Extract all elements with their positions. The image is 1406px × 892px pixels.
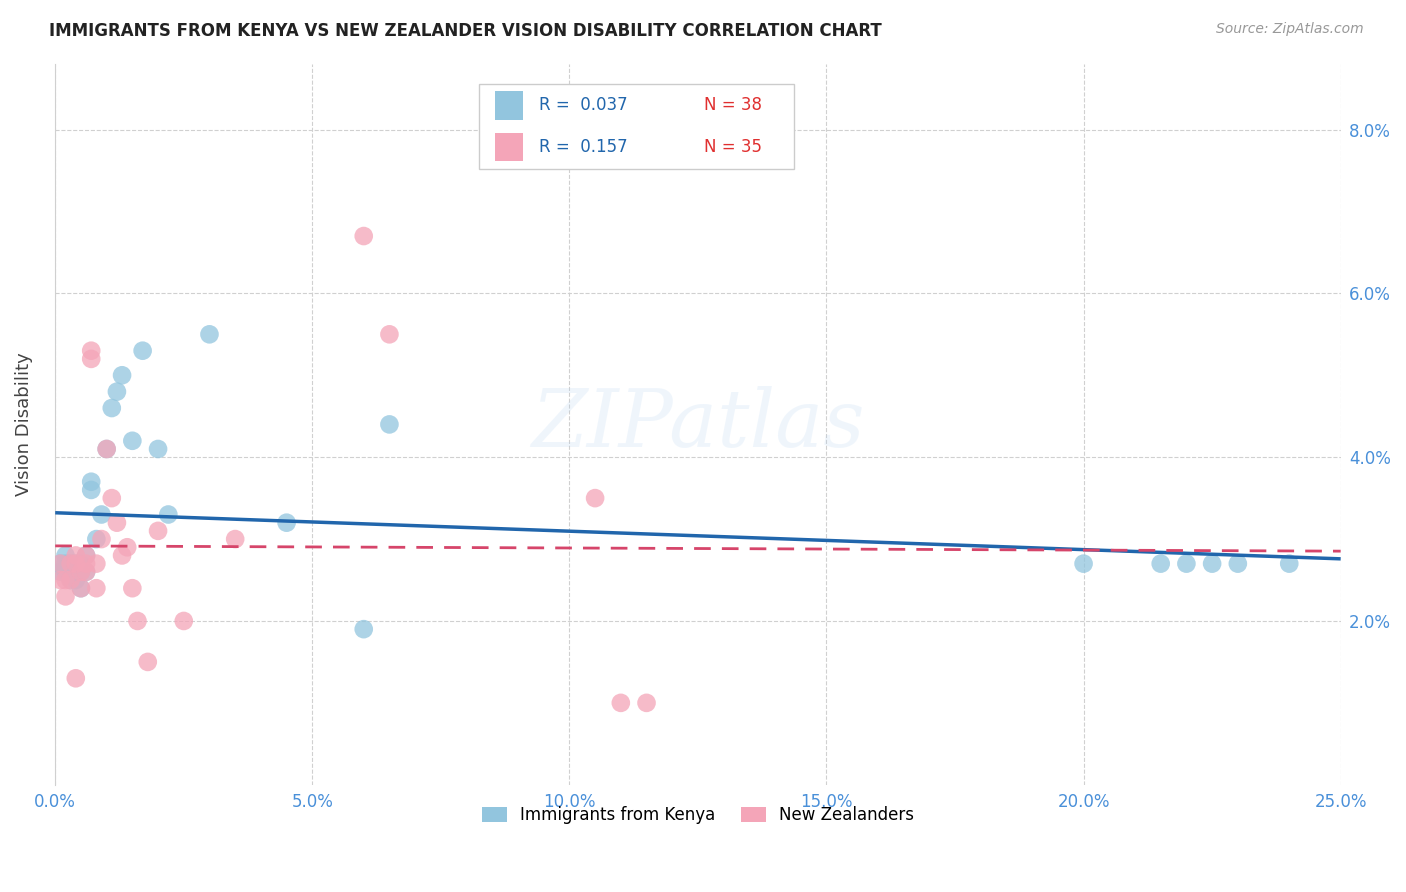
- Point: [80, 343, 103, 358]
- Text: R =  0.157: R = 0.157: [538, 138, 627, 156]
- Point: [70, 581, 93, 595]
- Point: [70, 565, 93, 579]
- Point: [610, 696, 633, 710]
- Point: [70, 557, 93, 571]
- Point: [105, 516, 128, 530]
- Point: [70, 565, 93, 579]
- Point: [75, 549, 97, 563]
- Point: [65, 565, 87, 579]
- Point: [75, 565, 97, 579]
- Point: [101, 401, 124, 415]
- Point: [49, 557, 72, 571]
- Point: [55, 557, 77, 571]
- Point: [80, 475, 103, 489]
- Text: N = 38: N = 38: [704, 96, 762, 114]
- Point: [1150, 557, 1173, 571]
- Y-axis label: Vision Disability: Vision Disability: [15, 352, 32, 496]
- Point: [111, 368, 134, 383]
- Text: ZIPatlas: ZIPatlas: [531, 385, 865, 463]
- Point: [49, 573, 72, 587]
- Point: [353, 622, 375, 636]
- Point: [90, 508, 112, 522]
- Point: [105, 384, 128, 399]
- Point: [378, 327, 401, 342]
- Point: [65, 557, 87, 571]
- Point: [111, 549, 134, 563]
- Point: [131, 343, 153, 358]
- Point: [70, 581, 93, 595]
- Point: [55, 590, 77, 604]
- Point: [173, 614, 195, 628]
- Point: [55, 549, 77, 563]
- Point: [1278, 557, 1301, 571]
- Point: [198, 327, 221, 342]
- Point: [59, 573, 82, 587]
- Point: [136, 655, 159, 669]
- Point: [127, 614, 149, 628]
- Point: [90, 532, 112, 546]
- Point: [59, 557, 82, 571]
- Legend: Immigrants from Kenya, New Zealanders: Immigrants from Kenya, New Zealanders: [475, 799, 921, 830]
- Point: [65, 573, 87, 587]
- Bar: [495, 91, 523, 120]
- Point: [55, 573, 77, 587]
- Point: [96, 442, 118, 456]
- Point: [101, 491, 124, 505]
- Point: [224, 532, 246, 546]
- Point: [636, 696, 658, 710]
- Text: N = 35: N = 35: [704, 138, 762, 156]
- Text: IMMIGRANTS FROM KENYA VS NEW ZEALANDER VISION DISABILITY CORRELATION CHART: IMMIGRANTS FROM KENYA VS NEW ZEALANDER V…: [49, 22, 882, 40]
- Point: [157, 508, 180, 522]
- Point: [96, 442, 118, 456]
- Point: [86, 581, 108, 595]
- FancyBboxPatch shape: [479, 84, 794, 169]
- Point: [86, 532, 108, 546]
- Point: [1226, 557, 1249, 571]
- Point: [65, 671, 87, 685]
- Point: [55, 565, 77, 579]
- Point: [59, 565, 82, 579]
- Point: [378, 417, 401, 432]
- Point: [1073, 557, 1095, 571]
- Point: [353, 229, 375, 244]
- Text: Source: ZipAtlas.com: Source: ZipAtlas.com: [1216, 22, 1364, 37]
- Point: [146, 524, 169, 538]
- Point: [86, 557, 108, 571]
- Point: [121, 434, 143, 448]
- Point: [80, 351, 103, 366]
- Point: [65, 549, 87, 563]
- Point: [49, 565, 72, 579]
- Text: R =  0.037: R = 0.037: [538, 96, 627, 114]
- Point: [59, 573, 82, 587]
- Point: [80, 483, 103, 497]
- Point: [115, 541, 138, 555]
- Point: [583, 491, 606, 505]
- Point: [121, 581, 143, 595]
- Point: [276, 516, 298, 530]
- Point: [59, 557, 82, 571]
- Point: [1201, 557, 1223, 571]
- Point: [146, 442, 169, 456]
- Point: [1175, 557, 1198, 571]
- Point: [75, 565, 97, 579]
- Bar: [495, 133, 523, 161]
- Point: [65, 557, 87, 571]
- Point: [75, 557, 97, 571]
- Point: [75, 549, 97, 563]
- Point: [49, 557, 72, 571]
